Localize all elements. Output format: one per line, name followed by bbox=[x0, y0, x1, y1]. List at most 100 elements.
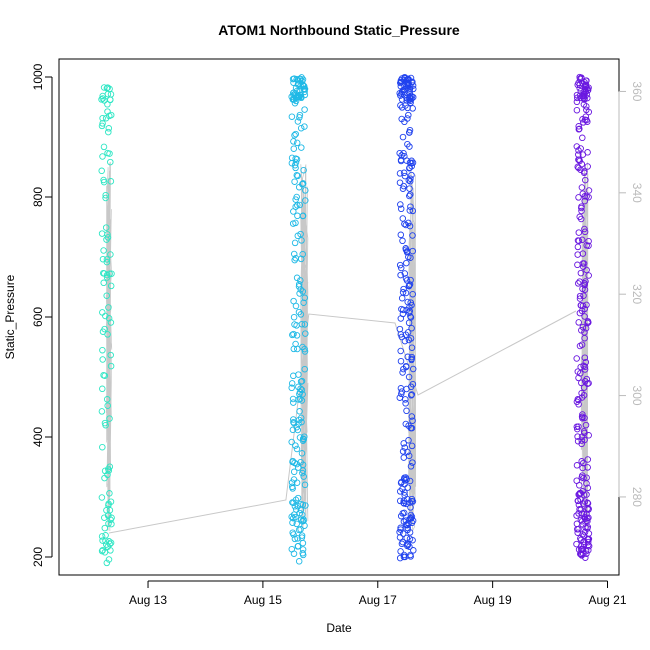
data-point bbox=[406, 543, 413, 550]
data-point bbox=[575, 237, 583, 245]
data-point bbox=[575, 126, 583, 133]
data-point bbox=[290, 514, 297, 522]
data-point bbox=[290, 345, 298, 353]
data-point bbox=[577, 269, 585, 277]
data-point bbox=[292, 219, 299, 227]
data-point bbox=[578, 437, 586, 444]
data-point bbox=[409, 105, 416, 112]
data-point bbox=[106, 463, 114, 470]
data-point bbox=[580, 384, 588, 391]
data-point bbox=[295, 283, 303, 290]
data-point bbox=[106, 150, 113, 157]
data-point bbox=[100, 279, 107, 287]
data-point bbox=[302, 502, 309, 509]
data-point bbox=[582, 325, 590, 332]
data-point bbox=[398, 78, 405, 86]
data-point bbox=[290, 531, 297, 538]
data-point bbox=[290, 416, 297, 423]
data-point bbox=[297, 458, 304, 466]
data-point bbox=[585, 237, 592, 245]
data-point bbox=[300, 85, 307, 93]
data-point bbox=[409, 365, 417, 373]
data-point bbox=[406, 207, 414, 214]
data-point bbox=[573, 520, 581, 528]
data-point bbox=[101, 419, 109, 427]
y-axis-label: Static_Pressure bbox=[3, 274, 17, 359]
data-point bbox=[397, 357, 405, 365]
data-point bbox=[100, 143, 108, 151]
data-point bbox=[578, 433, 586, 441]
data-point bbox=[584, 380, 591, 387]
data-point bbox=[397, 526, 404, 533]
data-point bbox=[296, 201, 304, 209]
data-point bbox=[107, 319, 115, 326]
data-point bbox=[407, 463, 415, 470]
data-point bbox=[103, 559, 111, 567]
data-point bbox=[298, 237, 305, 244]
data-point bbox=[573, 462, 581, 469]
data-point bbox=[402, 400, 409, 407]
data-point bbox=[298, 418, 305, 426]
trend-line bbox=[108, 310, 577, 534]
data-point bbox=[289, 75, 297, 83]
data-point bbox=[403, 407, 410, 415]
data-point bbox=[101, 372, 109, 379]
data-point bbox=[407, 276, 414, 284]
data-point bbox=[582, 89, 589, 96]
data-point bbox=[408, 157, 415, 165]
data-point bbox=[405, 111, 412, 119]
data-point bbox=[408, 519, 416, 527]
data-point bbox=[404, 76, 412, 84]
data-point bbox=[105, 501, 112, 509]
data-point bbox=[584, 484, 592, 492]
data-point bbox=[301, 365, 308, 373]
data-point bbox=[409, 82, 417, 89]
data-point bbox=[409, 290, 416, 298]
data-point bbox=[578, 413, 586, 420]
data-point bbox=[399, 237, 406, 245]
data-point bbox=[298, 78, 306, 85]
data-point bbox=[583, 474, 590, 481]
data-point bbox=[297, 311, 305, 318]
data-point bbox=[580, 169, 588, 177]
data-point bbox=[300, 166, 307, 174]
data-point bbox=[404, 115, 411, 122]
data-point bbox=[400, 285, 407, 293]
data-point bbox=[290, 399, 297, 406]
data-point bbox=[398, 294, 406, 302]
data-point bbox=[574, 280, 582, 287]
data-point bbox=[302, 330, 309, 337]
data-point bbox=[579, 531, 586, 538]
data-point bbox=[584, 464, 591, 471]
data-point bbox=[298, 532, 306, 539]
data-point bbox=[584, 149, 591, 156]
data-point bbox=[581, 225, 588, 233]
data-point bbox=[296, 388, 304, 396]
data-point bbox=[293, 479, 301, 486]
data-point bbox=[296, 114, 303, 121]
data-point bbox=[98, 167, 105, 175]
data-point bbox=[291, 239, 299, 247]
data-point bbox=[576, 309, 584, 317]
data-point bbox=[400, 440, 407, 447]
data-point bbox=[292, 159, 300, 166]
data-point bbox=[408, 171, 415, 179]
data-point bbox=[99, 120, 106, 127]
data-point bbox=[582, 421, 590, 429]
data-point bbox=[99, 356, 106, 363]
point-layer bbox=[98, 73, 593, 567]
data-point bbox=[297, 414, 305, 422]
data-point bbox=[98, 533, 106, 540]
data-point bbox=[402, 245, 409, 252]
x-tick-label: Aug 15 bbox=[244, 593, 282, 607]
data-point bbox=[301, 123, 308, 130]
data-point bbox=[406, 178, 414, 185]
data-point bbox=[101, 514, 108, 521]
data-point bbox=[585, 272, 592, 279]
y2-tick-label: 340 bbox=[630, 183, 644, 203]
data-point bbox=[290, 89, 297, 97]
data-point bbox=[292, 155, 299, 162]
data-point bbox=[575, 229, 583, 236]
data-point bbox=[401, 220, 408, 228]
data-point bbox=[397, 264, 405, 272]
